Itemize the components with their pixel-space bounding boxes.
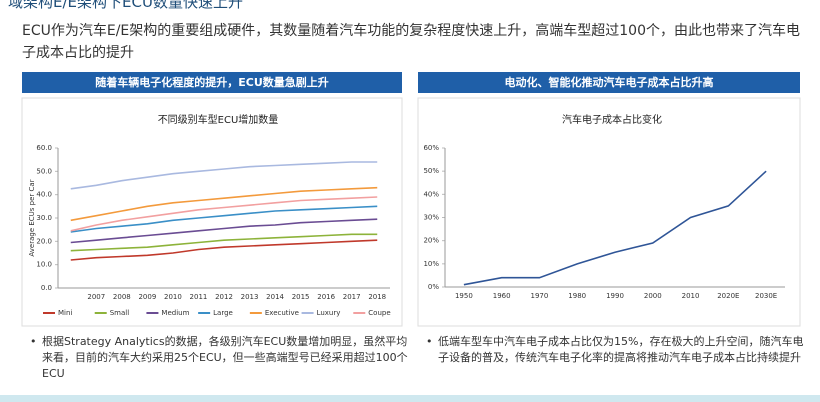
chart-title: 汽车电子成本占比变化 — [562, 113, 662, 126]
x-tick-label: 1980 — [568, 292, 586, 300]
data-line — [70, 239, 378, 261]
x-tick-label: 2020E — [717, 292, 739, 300]
legend-label: Mini — [58, 309, 72, 317]
y-tick-label: 40% — [423, 190, 439, 198]
y-tick-label: 40.0 — [36, 191, 52, 199]
chart-frame — [21, 97, 403, 327]
chart-title: 不同级别车型ECU增加数量 — [158, 113, 279, 126]
bullet-text: 根据Strategy Analytics的数据，各级别汽车ECU数量增加明显，虽… — [28, 334, 414, 382]
lead-text: ECU作为汽车E/E架构的重要组成硬件，其数量随着汽车功能的复杂程度快速上升，高… — [22, 23, 800, 61]
footer-strip — [0, 395, 820, 402]
x-tick-label: 1990 — [606, 292, 624, 300]
x-tick-label: 2011 — [190, 293, 208, 301]
data-line — [463, 170, 767, 286]
x-tick-label: 2009 — [138, 293, 156, 301]
data-line — [70, 196, 378, 232]
bullet-text: 低端车型车中汽车电子成本占比仅为15%，存在极大的上升空间，随汽车电子设备的普及… — [424, 334, 810, 366]
x-tick-label: 1970 — [531, 292, 549, 300]
section-heading: 电动化、智能化推动汽车电子成本占比升高 — [418, 72, 800, 93]
x-tick-label: 2010 — [164, 293, 182, 301]
section-heading: 随着车辆电子化程度的提升，ECU数量急剧上升 — [22, 72, 402, 93]
x-tick-label: 2013 — [241, 293, 259, 301]
x-tick-label: 1960 — [493, 292, 511, 300]
legend-label: Large — [213, 309, 233, 317]
y-tick-label: 0.0 — [41, 284, 52, 292]
y-tick-label: 50.0 — [36, 167, 52, 175]
y-tick-label: 30.0 — [36, 214, 52, 222]
legend-label: Small — [110, 309, 129, 317]
y-axis-label: Average ECUs per Car — [28, 179, 36, 256]
y-tick-label: 20.0 — [36, 237, 52, 245]
x-tick-label: 2016 — [317, 293, 335, 301]
y-tick-label: 20% — [423, 237, 439, 245]
data-line — [70, 205, 378, 233]
page-title: 域架构E/E架构下ECU数量快速上升 — [8, 0, 243, 11]
legend-label: Medium — [161, 309, 189, 317]
x-tick-label: 2000 — [644, 292, 662, 300]
x-tick-label: 1950 — [455, 292, 473, 300]
y-tick-label: 10% — [423, 260, 439, 268]
data-line — [70, 218, 378, 244]
y-tick-label: 60% — [423, 144, 439, 152]
x-tick-label: 2012 — [215, 293, 233, 301]
x-tick-label: 2015 — [292, 293, 310, 301]
data-line — [70, 161, 378, 190]
y-tick-label: 0% — [428, 283, 439, 291]
x-tick-label: 2008 — [113, 293, 131, 301]
y-tick-label: 30% — [423, 214, 439, 222]
legend-label: Executive — [265, 309, 299, 317]
x-tick-label: 2007 — [87, 293, 105, 301]
y-tick-label: 50% — [423, 167, 439, 175]
x-tick-label: 2018 — [368, 293, 386, 301]
x-tick-label: 2010 — [682, 292, 700, 300]
x-tick-label: 2017 — [343, 293, 361, 301]
data-line — [70, 233, 378, 252]
chart-frame — [417, 97, 801, 327]
x-tick-label: 2030E — [755, 292, 777, 300]
y-tick-label: 10.0 — [36, 261, 52, 269]
legend-label: Luxury — [317, 309, 341, 317]
x-tick-label: 2014 — [266, 293, 284, 301]
y-tick-label: 60.0 — [36, 144, 52, 152]
data-line — [70, 186, 378, 222]
legend-label: Coupe — [368, 309, 390, 317]
